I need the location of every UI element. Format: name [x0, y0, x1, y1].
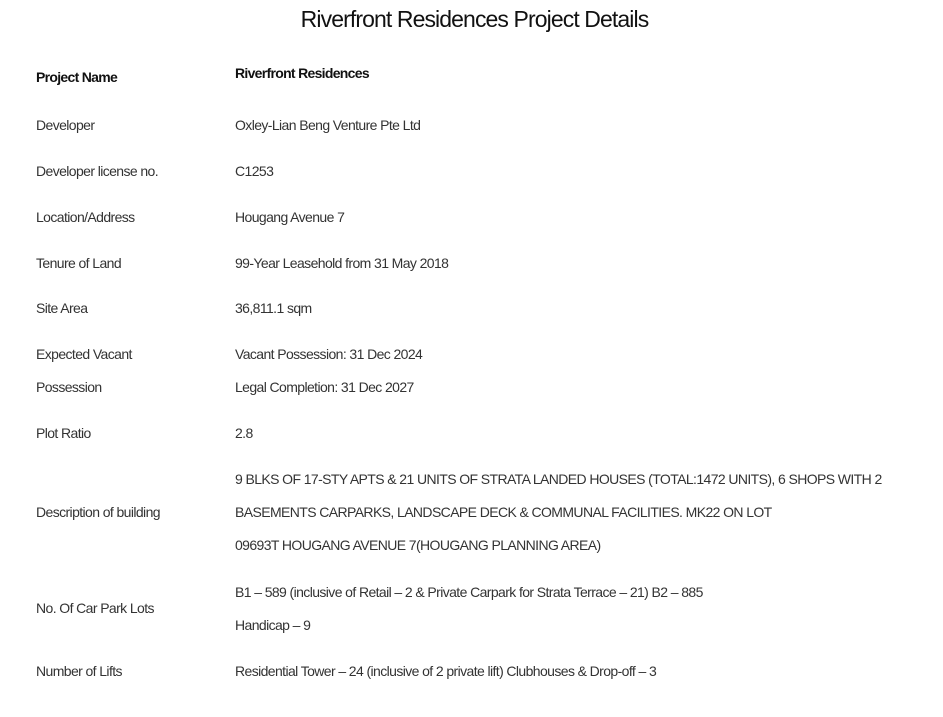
value-license: C1253: [235, 163, 274, 179]
label-description: Description of building: [36, 504, 161, 520]
label-site-area: Site Area: [36, 300, 88, 316]
label-tenure: Tenure of Land: [36, 255, 122, 271]
value-description: 9 BLKS OF 17-STY APTS & 21 UNITS OF STRA…: [235, 471, 882, 553]
value-car-park: B1 – 589 (inclusive of Retail – 2 & Priv…: [235, 584, 703, 633]
label-license: Developer license no.: [36, 163, 159, 179]
value-location: Hougang Avenue 7: [235, 209, 345, 225]
page-title: Riverfront Residences Project Details: [300, 6, 650, 32]
label-car-park: No. Of Car Park Lots: [36, 600, 155, 616]
value-tenure: 99-Year Leasehold from 31 May 2018: [235, 255, 449, 271]
value-project-name: Riverfront Residences: [235, 65, 370, 81]
value-site-area: 36,811.1 sqm: [235, 300, 312, 316]
label-location: Location/Address: [36, 209, 135, 225]
label-plot-ratio: Plot Ratio: [36, 425, 91, 441]
label-lifts: Number of Lifts: [36, 663, 123, 679]
label-possession: Expected Vacant Possession: [36, 346, 132, 395]
value-plot-ratio: 2.8: [235, 425, 253, 441]
label-developer: Developer: [36, 117, 95, 133]
label-project-name: Project Name: [36, 69, 118, 85]
value-developer: Oxley-Lian Beng Venture Pte Ltd: [235, 117, 421, 133]
value-possession: Vacant Possession: 31 Dec 2024 Legal Com…: [235, 346, 423, 395]
value-lifts: Residential Tower – 24 (inclusive of 2 p…: [235, 663, 657, 679]
